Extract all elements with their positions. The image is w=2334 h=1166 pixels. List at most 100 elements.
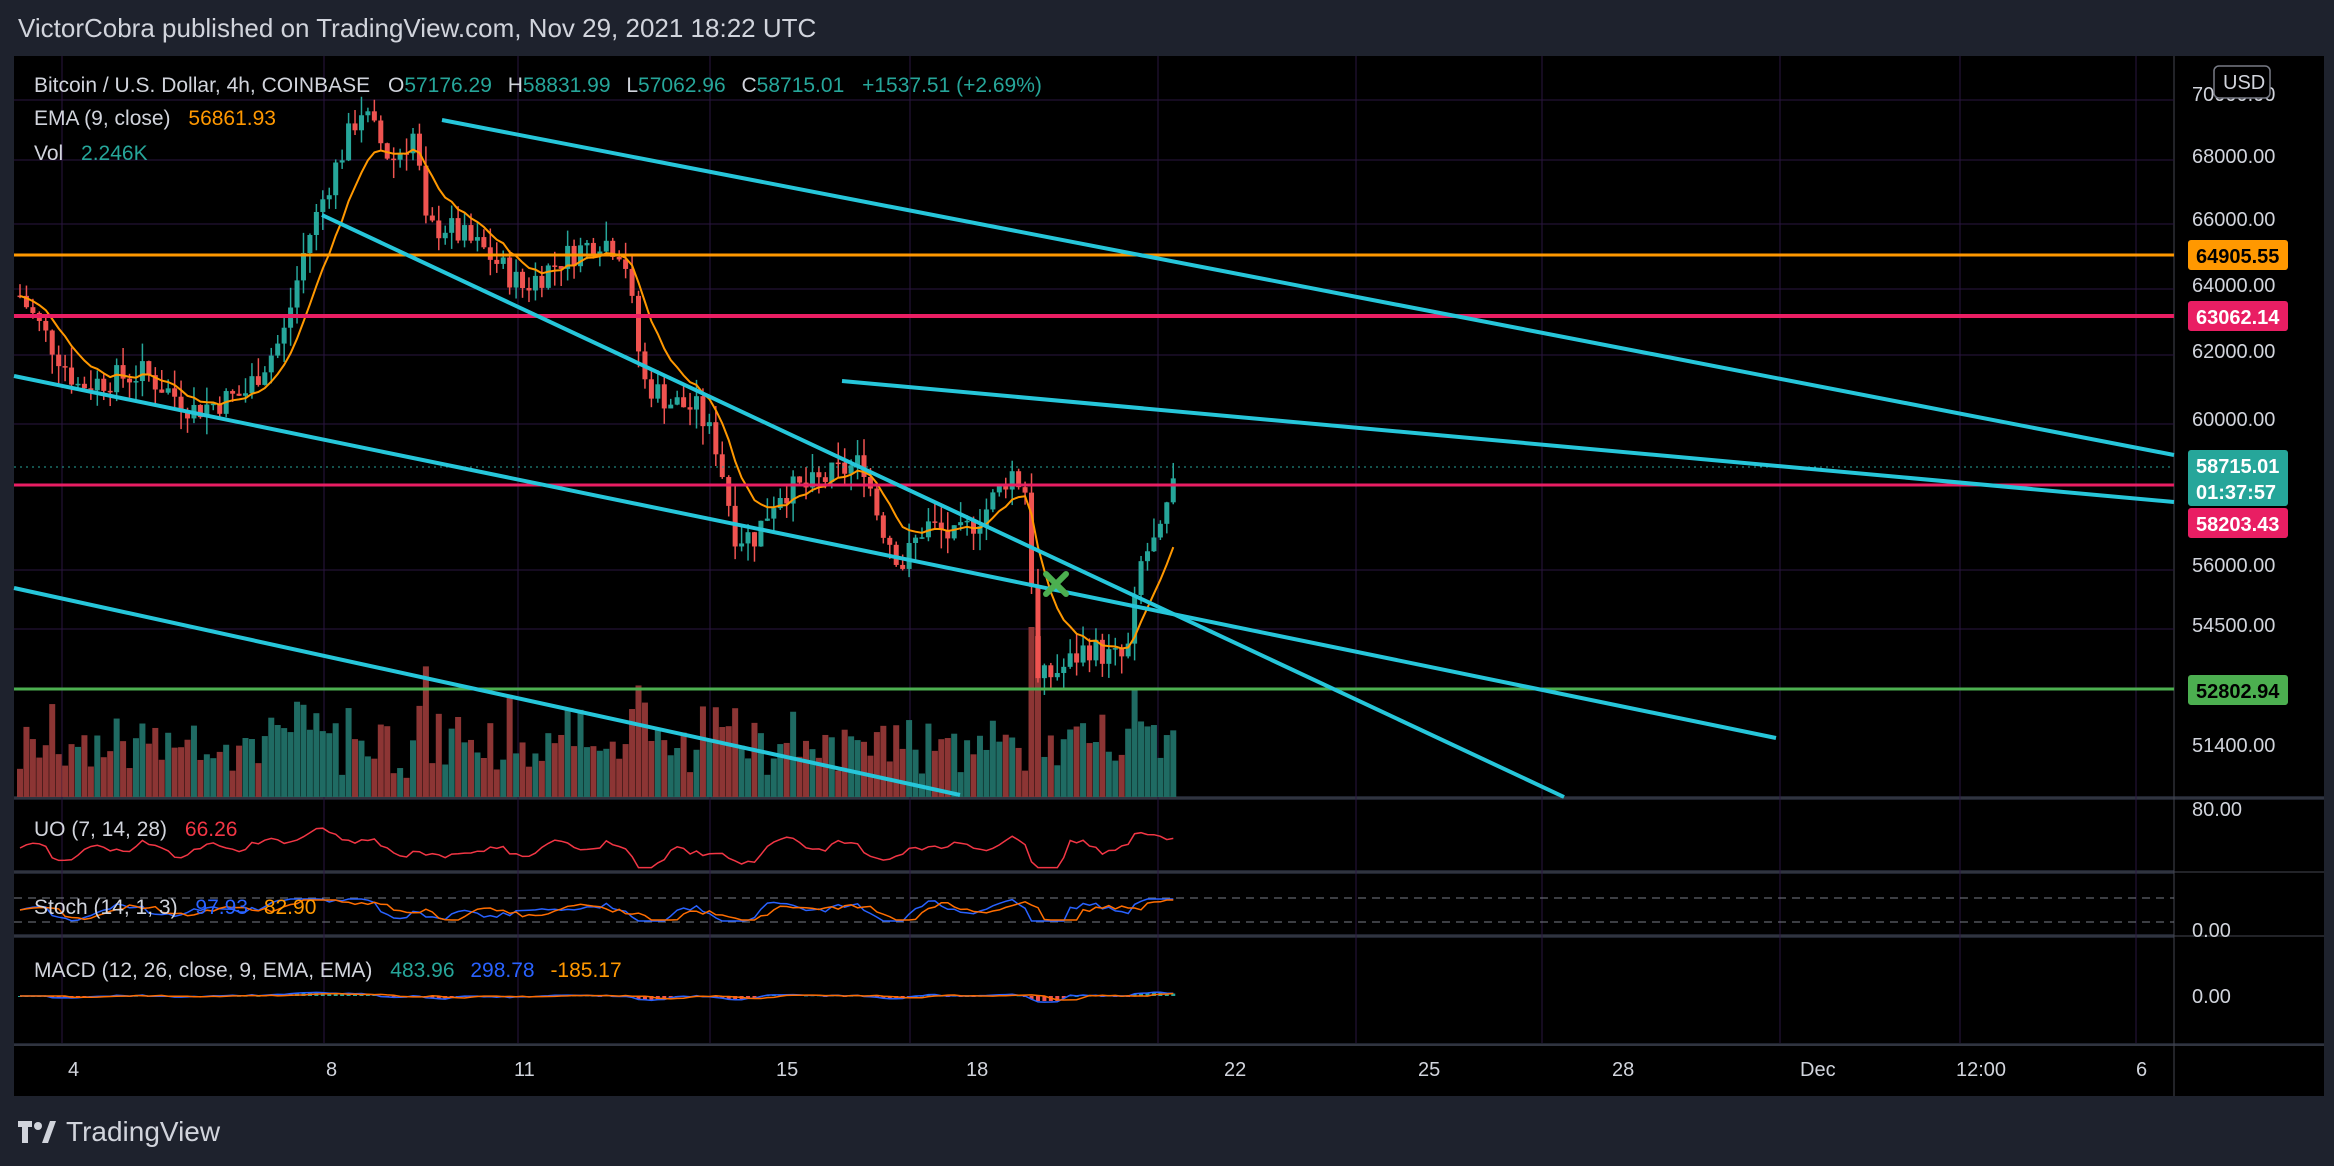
- uo-value: 66.26: [185, 818, 238, 841]
- macd-hist-bar: [1145, 993, 1150, 996]
- volume-bar: [751, 722, 758, 797]
- candle-body: [751, 532, 757, 547]
- candle-body: [1016, 471, 1022, 488]
- candle-body: [855, 455, 861, 466]
- macd-tick: 0.00: [2192, 986, 2231, 1008]
- macd-hist-bar: [1139, 993, 1144, 996]
- candle-body: [436, 220, 442, 239]
- level-tag-58203[interactable]: 58203.43: [2188, 508, 2288, 538]
- time-tick: 4: [68, 1059, 79, 1081]
- candle-body: [423, 165, 429, 216]
- volume-bar: [770, 758, 777, 797]
- candle-body: [1067, 653, 1073, 667]
- volume-bar: [970, 754, 977, 797]
- candle-body: [655, 384, 661, 399]
- volume-bar: [261, 736, 268, 797]
- time-tick: 25: [1418, 1059, 1440, 1081]
- currency-button[interactable]: USD: [2213, 65, 2271, 99]
- volume-bar: [680, 732, 687, 797]
- volume-bar: [506, 694, 513, 797]
- brand-name[interactable]: TradingView: [66, 1116, 221, 1147]
- candle-body: [693, 396, 699, 410]
- volume-bar: [899, 748, 906, 797]
- volume-bar: [1170, 730, 1177, 797]
- candle-body: [62, 366, 68, 368]
- candle-body: [69, 367, 75, 385]
- volume-bar: [300, 704, 307, 797]
- volume-bar: [113, 718, 120, 797]
- candle-body: [558, 266, 564, 269]
- candle-body: [1022, 487, 1028, 493]
- volume-bar: [551, 743, 558, 797]
- candle-body: [713, 422, 719, 455]
- candle-body: [204, 404, 210, 418]
- macd-hist-bar: [649, 996, 654, 1001]
- candle-body: [726, 477, 732, 506]
- candle-body: [777, 498, 783, 509]
- volume-bar: [184, 739, 191, 797]
- candle-body: [358, 115, 364, 131]
- uo-pane[interactable]: [14, 800, 2174, 870]
- macd-hist-bar: [636, 996, 641, 1000]
- candle-body: [352, 123, 358, 131]
- candle-body: [1164, 502, 1170, 524]
- time-axis-bg[interactable]: [14, 1046, 2324, 1096]
- level-tag-64905[interactable]: 64905.55: [2188, 240, 2288, 270]
- candle-body: [932, 521, 938, 523]
- level-tag-52802[interactable]: 52802.94: [2188, 675, 2288, 705]
- time-tick: 22: [1224, 1059, 1246, 1081]
- candle-body: [1157, 523, 1163, 538]
- candle-body: [410, 133, 416, 154]
- candle-body: [616, 256, 622, 260]
- volume-bar: [532, 753, 539, 797]
- volume-bar: [1067, 729, 1074, 797]
- volume-bar: [397, 768, 404, 797]
- macd-hist-bar: [353, 993, 358, 996]
- volume-bar: [712, 707, 719, 797]
- volume-bar: [274, 725, 281, 797]
- ema-line: [19, 148, 1175, 650]
- volume-bar: [377, 724, 384, 797]
- volume-bar: [36, 757, 43, 797]
- volume-bar: [558, 734, 565, 797]
- candle-body: [623, 259, 629, 269]
- price-tick: 51400.00: [2192, 735, 2275, 757]
- candle-body: [545, 265, 551, 288]
- level-tag-63062[interactable]: 63062.14: [2188, 301, 2288, 331]
- volume-bar: [944, 738, 951, 797]
- candle-body: [384, 143, 390, 159]
- candle-body: [185, 410, 191, 419]
- candle-body: [636, 295, 642, 352]
- volume-bar: [777, 744, 784, 797]
- volume-bar: [1028, 627, 1035, 797]
- macd-hist-bar: [1171, 993, 1176, 996]
- volume-bar: [1002, 734, 1009, 797]
- macd-line-value: 298.78: [470, 959, 534, 982]
- macd-pane[interactable]: [14, 938, 2174, 1043]
- time-axis[interactable]: 4 8 11 15 18 22 25 28 Dec 12:00 6: [68, 1059, 2147, 1081]
- volume-bar: [1157, 757, 1164, 797]
- volume-bar: [564, 708, 571, 797]
- candle-body: [1048, 665, 1054, 678]
- volume-bar: [223, 744, 230, 797]
- stoch-label: Stoch (14, 1, 3): [34, 896, 178, 919]
- svg-text:01:37:57: 01:37:57: [2196, 482, 2276, 504]
- candle-body: [983, 509, 989, 527]
- tradingview-logo-icon[interactable]: [18, 1121, 56, 1143]
- volume-bar: [996, 741, 1003, 797]
- symbol-label: Bitcoin / U.S. Dollar, 4h, COINBASE: [34, 74, 370, 97]
- candle-body: [913, 537, 919, 544]
- candle-body: [236, 393, 242, 396]
- time-tick: 6: [2136, 1059, 2147, 1081]
- volume-bar: [23, 726, 30, 797]
- volume-bar: [577, 709, 584, 797]
- price-axis-bg[interactable]: [2174, 56, 2324, 796]
- close-value: 58715.01: [757, 74, 845, 97]
- volume-bar: [925, 723, 932, 797]
- main-pane[interactable]: [14, 56, 2174, 796]
- candle-body: [822, 477, 828, 482]
- last-price-tag[interactable]: 58715.01 01:37:57: [2188, 450, 2288, 506]
- candle-body: [217, 403, 223, 414]
- trendlines[interactable]: [13, 118, 2175, 799]
